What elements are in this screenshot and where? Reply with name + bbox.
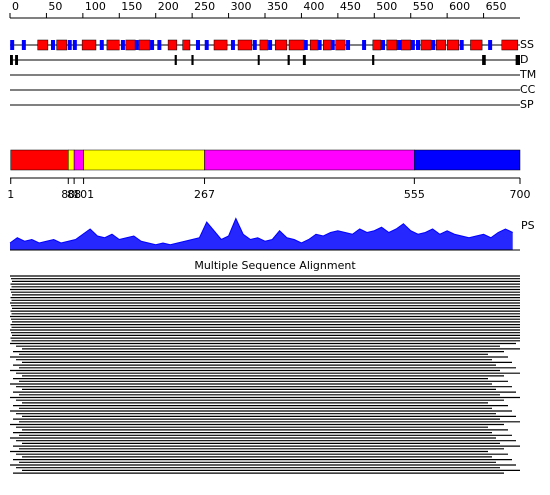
domain-label: 555 xyxy=(404,188,425,201)
strand xyxy=(21,40,26,50)
ps-line xyxy=(9,217,513,246)
strand xyxy=(50,40,55,50)
helix xyxy=(309,39,319,51)
helix xyxy=(335,39,346,51)
ruler-label: 550 xyxy=(413,0,434,13)
helix xyxy=(446,39,460,51)
ruler-label: 400 xyxy=(303,0,324,13)
domain-label: 267 xyxy=(194,188,215,201)
helix xyxy=(37,39,49,51)
helix xyxy=(138,39,151,51)
strand xyxy=(10,40,15,50)
strand xyxy=(410,40,415,50)
helix xyxy=(81,39,97,51)
helix xyxy=(106,39,120,51)
helix xyxy=(470,39,483,51)
strand xyxy=(431,40,436,50)
track-label: CC xyxy=(520,83,536,96)
strand xyxy=(120,40,125,50)
domain xyxy=(10,149,69,171)
disorder xyxy=(515,55,520,65)
domain xyxy=(73,149,84,171)
ps-area xyxy=(10,218,513,250)
strand xyxy=(397,40,402,50)
disorder xyxy=(372,55,375,65)
strand xyxy=(150,40,155,50)
track-label: TM xyxy=(519,68,536,81)
strand xyxy=(230,40,235,50)
disorder xyxy=(10,55,13,65)
strand xyxy=(134,40,139,50)
strand xyxy=(381,40,386,50)
domain xyxy=(204,149,415,171)
ruler-label: 450 xyxy=(340,0,361,13)
helix xyxy=(237,39,253,51)
strand xyxy=(346,40,351,50)
ruler-label: 100 xyxy=(85,0,106,13)
domain-label: 700 xyxy=(510,188,531,201)
ps-label: PS xyxy=(521,219,535,232)
disorder xyxy=(257,55,260,65)
domain xyxy=(68,149,75,171)
helix xyxy=(56,39,68,51)
strand xyxy=(330,40,335,50)
helix xyxy=(125,39,136,51)
disorder xyxy=(287,55,290,65)
domain xyxy=(83,149,205,171)
disorder xyxy=(482,55,486,65)
helix xyxy=(182,39,191,51)
ruler-label: 150 xyxy=(121,0,142,13)
strand xyxy=(157,40,162,50)
helix xyxy=(386,39,398,51)
helix xyxy=(501,39,519,51)
domain-label: 1 xyxy=(7,188,14,201)
domain-label: 88 xyxy=(67,188,81,201)
strand xyxy=(416,40,420,50)
ruler-label: 200 xyxy=(158,0,179,13)
helix xyxy=(167,39,178,51)
strand xyxy=(195,40,200,50)
ruler-label: 0 xyxy=(12,0,19,13)
strand xyxy=(72,40,77,50)
domain xyxy=(414,149,521,171)
helix xyxy=(372,39,382,51)
track-label: D xyxy=(520,53,528,66)
strand xyxy=(252,40,257,50)
helix xyxy=(400,39,411,51)
disorder xyxy=(174,55,177,65)
helix xyxy=(420,39,432,51)
ruler-label: 250 xyxy=(194,0,215,13)
helix xyxy=(435,39,446,51)
track-label: SP xyxy=(520,98,534,111)
ruler-label: 650 xyxy=(486,0,507,13)
strand xyxy=(303,40,308,50)
disorder xyxy=(302,55,306,65)
ruler-label: 500 xyxy=(376,0,397,13)
strand xyxy=(99,40,104,50)
track-label: SS xyxy=(520,38,534,51)
strand xyxy=(362,40,367,50)
helix xyxy=(213,39,228,51)
disorder xyxy=(191,55,194,65)
strand xyxy=(204,40,209,50)
helix xyxy=(288,39,305,51)
ruler-label: 300 xyxy=(231,0,252,13)
helix xyxy=(274,39,288,51)
domain-label: 80 xyxy=(61,188,75,201)
disorder xyxy=(15,55,19,65)
msa-title: Multiple Sequence Alignment xyxy=(194,259,356,272)
ruler-label: 350 xyxy=(267,0,288,13)
ruler-label: 600 xyxy=(449,0,470,13)
helix xyxy=(323,39,332,51)
strand xyxy=(459,40,464,50)
strand xyxy=(488,40,493,50)
ruler-label: 50 xyxy=(48,0,62,13)
domain-label: 101 xyxy=(73,188,94,201)
helix xyxy=(259,39,269,51)
strand xyxy=(317,40,322,50)
strand xyxy=(268,40,273,50)
strand xyxy=(67,40,72,50)
